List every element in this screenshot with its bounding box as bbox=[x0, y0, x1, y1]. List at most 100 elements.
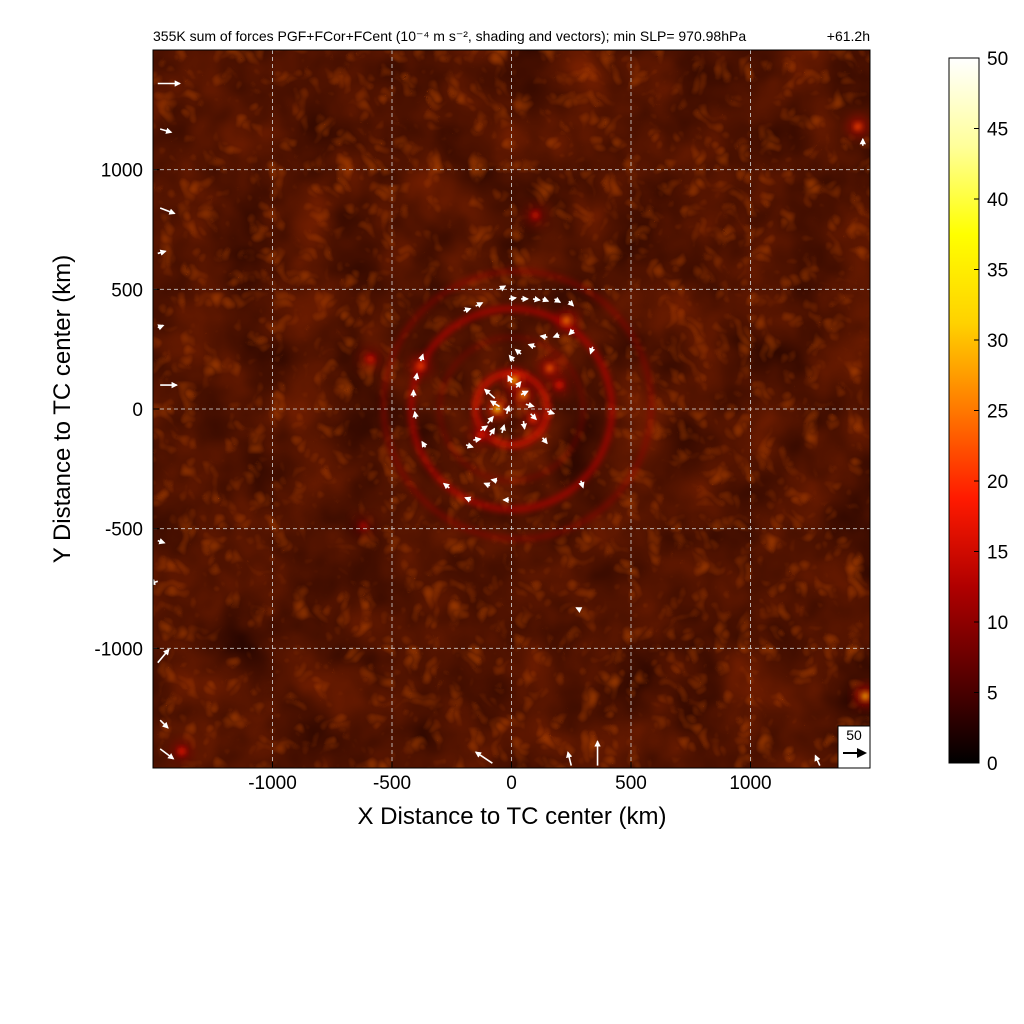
x-tick-label: 1000 bbox=[729, 773, 771, 794]
force-vector bbox=[157, 324, 165, 331]
force-vector bbox=[575, 607, 583, 613]
reference-vector: 50 bbox=[837, 725, 871, 769]
force-vector bbox=[442, 482, 450, 490]
x-axis-title: X Distance to TC center (km) bbox=[358, 803, 667, 830]
force-vector bbox=[507, 374, 514, 384]
hotspot bbox=[178, 747, 186, 755]
x-tick-label: 0 bbox=[506, 773, 517, 794]
force-vector bbox=[157, 648, 170, 664]
colorbar-tick-label: 0 bbox=[987, 754, 998, 775]
force-vector bbox=[578, 480, 585, 489]
force-vector bbox=[475, 302, 484, 308]
y-tick-label: 0 bbox=[132, 400, 143, 421]
colorbar-tick-label: 50 bbox=[987, 49, 1008, 70]
hotspot bbox=[555, 381, 563, 389]
y-tick-label: -1000 bbox=[94, 639, 143, 660]
force-vector bbox=[553, 296, 562, 303]
force-vector bbox=[488, 427, 496, 436]
outer-band-ring bbox=[381, 268, 654, 542]
grid-lines bbox=[153, 50, 870, 768]
force-vector bbox=[589, 346, 596, 355]
force-vector bbox=[514, 348, 522, 356]
colorbar-tick-label: 5 bbox=[987, 684, 998, 705]
force-vector bbox=[508, 295, 517, 302]
reference-vector-box bbox=[837, 725, 871, 769]
colorbar-tick-label: 20 bbox=[987, 472, 1008, 493]
force-vector bbox=[547, 408, 556, 416]
colorbar-tick-label: 10 bbox=[987, 613, 1008, 634]
force-vector bbox=[552, 332, 560, 339]
force-vector bbox=[157, 249, 167, 256]
force-vector bbox=[508, 354, 516, 362]
hotspot bbox=[476, 431, 484, 439]
force-vector bbox=[465, 442, 474, 449]
force-vector bbox=[814, 754, 821, 766]
force-vector bbox=[514, 380, 522, 388]
colorbar-tick-label: 15 bbox=[987, 543, 1008, 564]
hotspot bbox=[417, 362, 425, 370]
force-vector bbox=[418, 353, 425, 362]
force-vector bbox=[463, 307, 472, 314]
force-vector bbox=[530, 413, 538, 421]
force-vector bbox=[520, 390, 529, 397]
force-vector bbox=[464, 496, 472, 503]
colorbar-tick-label: 35 bbox=[987, 261, 1008, 282]
x-tick-label: -1000 bbox=[248, 773, 297, 794]
force-vector bbox=[527, 343, 536, 350]
force-vector bbox=[159, 719, 169, 729]
x-tick-label: -500 bbox=[373, 773, 411, 794]
force-vector bbox=[413, 372, 420, 381]
x-axis: -1000 -500 0 500 1000 bbox=[248, 762, 772, 794]
force-vector bbox=[520, 420, 527, 430]
colorbar-tick-label: 45 bbox=[987, 120, 1008, 141]
y-tick-label: 500 bbox=[111, 280, 143, 301]
y-axis: -1000 -500 0 500 1000 bbox=[94, 161, 159, 660]
force-vector bbox=[541, 437, 548, 445]
hotspot bbox=[861, 692, 869, 700]
force-vector bbox=[157, 538, 166, 545]
force-vector bbox=[159, 127, 173, 134]
hotspot bbox=[854, 123, 862, 131]
force-vector bbox=[159, 748, 175, 760]
force-vector bbox=[499, 424, 506, 434]
hotspot bbox=[546, 364, 554, 372]
force-vector bbox=[542, 296, 550, 303]
vector-layer bbox=[153, 80, 867, 766]
force-vector bbox=[532, 296, 541, 303]
force-vector bbox=[539, 333, 548, 341]
force-vector bbox=[474, 751, 493, 764]
hotspot bbox=[562, 316, 570, 324]
force-vector bbox=[421, 440, 428, 448]
force-vector bbox=[479, 425, 489, 432]
hotspot bbox=[359, 522, 367, 530]
y-tick-label: 1000 bbox=[101, 161, 143, 182]
force-vector bbox=[483, 482, 491, 489]
force-vector bbox=[568, 328, 576, 336]
force-vector bbox=[153, 579, 158, 586]
colorbar: 0 5 10 15 20 25 30 35 40 45 50 bbox=[948, 49, 1008, 775]
force-vector bbox=[567, 299, 575, 307]
colorbar-tick-label: 40 bbox=[987, 190, 1008, 211]
force-vector bbox=[159, 207, 176, 215]
colorbar-tick-label: 30 bbox=[987, 331, 1008, 352]
force-vector bbox=[525, 401, 535, 409]
colorbar-tick-label: 25 bbox=[987, 402, 1008, 423]
force-vector bbox=[486, 415, 494, 424]
hotspot bbox=[366, 355, 374, 363]
force-vector bbox=[412, 410, 419, 419]
colorbar-ticks: 0 5 10 15 20 25 30 35 40 45 50 bbox=[974, 49, 1008, 775]
force-vector bbox=[499, 285, 507, 292]
hotspot bbox=[531, 211, 539, 219]
force-vector bbox=[504, 404, 511, 415]
reference-vector-label: 50 bbox=[846, 727, 862, 743]
y-axis-title: Y Distance to TC center (km) bbox=[49, 255, 76, 564]
force-vector bbox=[489, 400, 500, 408]
plot-area bbox=[153, 50, 870, 768]
force-vector bbox=[566, 751, 573, 766]
chart-title: 355K sum of forces PGF+FCor+FCent (10⁻⁴ … bbox=[153, 28, 746, 44]
force-vector bbox=[473, 436, 482, 443]
chart-time-label: +61.2h bbox=[827, 28, 870, 44]
force-vector bbox=[490, 477, 498, 484]
x-tick-label: 500 bbox=[615, 773, 647, 794]
